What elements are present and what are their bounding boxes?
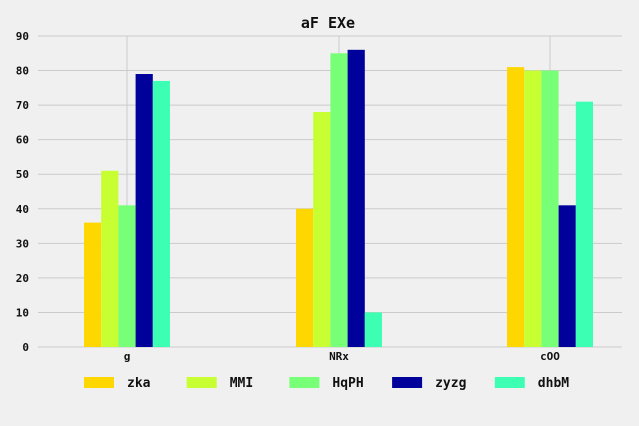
y-tick-label: 90 (16, 30, 29, 43)
legend-swatch-zka (84, 377, 114, 388)
y-tick-label: 0 (22, 341, 29, 354)
legend-label-zka: zka (127, 376, 151, 391)
x-tick-label: g (124, 350, 131, 363)
bar-zka-coo (507, 67, 525, 347)
y-tick-label: 10 (16, 306, 29, 319)
bar-dhbm-coo (575, 101, 593, 348)
bars (84, 49, 593, 348)
legend-label-mmi: MMI (230, 376, 253, 391)
legend: zka MMI HqPH zyzg dhbM (84, 376, 569, 391)
y-tick-label: 30 (16, 237, 29, 250)
bar-hqph-g (118, 205, 136, 347)
bar-dhbm-g (152, 80, 170, 347)
legend-swatch-mmi (186, 377, 217, 388)
y-tick-label: 80 (16, 65, 29, 78)
bar-mmi-nrx (313, 112, 331, 348)
bar-zka-g (84, 222, 102, 347)
y-tick-label: 20 (16, 272, 29, 285)
bar-zka-nrx (296, 208, 314, 347)
bar-dhbm-nrx (364, 312, 382, 347)
chart-title: aF EXe (301, 14, 355, 32)
bar-zyzg-nrx (347, 49, 365, 347)
x-tick-label: cOO (540, 350, 560, 363)
y-tick-label: 70 (16, 99, 29, 112)
bar-zyzg-coo (558, 205, 576, 347)
legend-swatch-zyzg (392, 377, 423, 388)
x-tick-label: NRx (329, 350, 349, 363)
y-tick-label: 60 (16, 134, 29, 147)
bar-hqph-coo (541, 70, 559, 348)
legend-swatch-hqph (289, 377, 320, 388)
bar-mmi-g (101, 170, 119, 347)
bar-hqph-nrx (330, 53, 348, 348)
legend-swatch-dhbm (494, 377, 525, 388)
legend-label-zyzg: zyzg (435, 376, 466, 391)
bar-zyzg-g (135, 74, 153, 347)
y-tick-label: 50 (16, 168, 29, 181)
y-axis-ticks: 0 10 20 30 40 50 60 70 80 90 (16, 30, 29, 354)
legend-label-hqph: HqPH (332, 376, 363, 391)
x-axis-ticks: g NRx cOO (124, 350, 561, 363)
bar-mmi-coo (524, 70, 542, 348)
legend-label-dhbm: dhbM (538, 376, 569, 391)
y-tick-label: 40 (16, 203, 29, 216)
